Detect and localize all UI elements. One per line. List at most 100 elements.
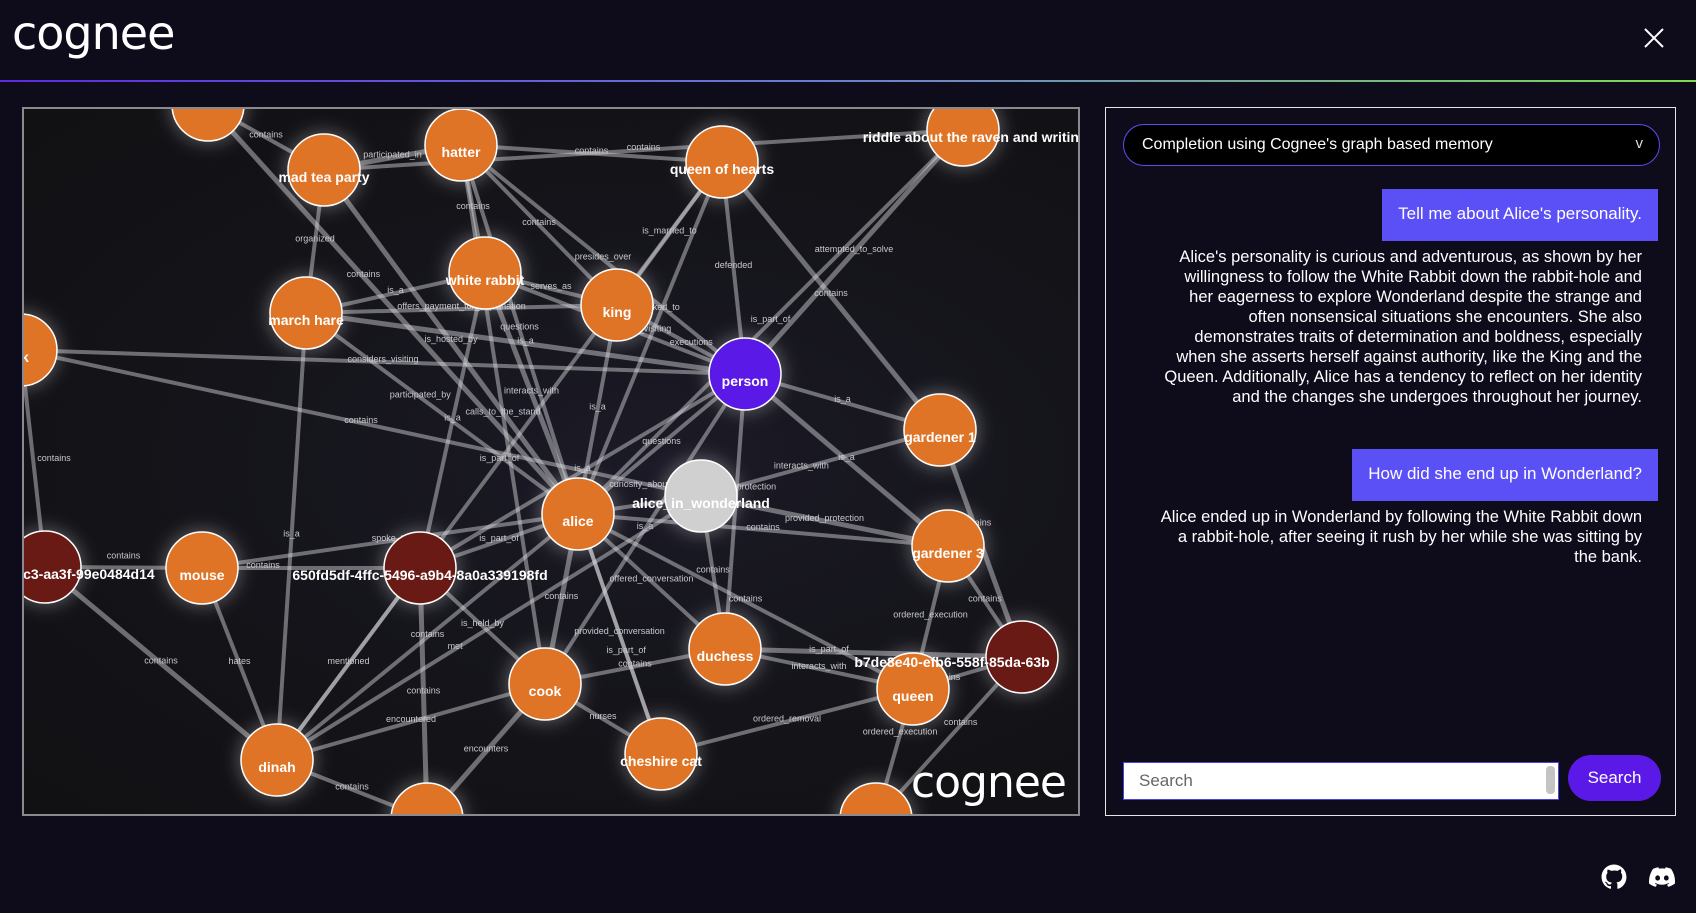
graph-node[interactable]: dinah xyxy=(237,720,317,800)
edge-label: ordered_removal xyxy=(753,714,821,724)
edge-label: questions xyxy=(500,322,539,332)
graph-node[interactable]: person xyxy=(705,334,785,414)
edge-label: contains xyxy=(968,594,1002,604)
graph-node[interactable]: queen xyxy=(873,649,953,729)
edge-label: mentioned xyxy=(327,656,369,666)
graph-canvas[interactable]: participated_in contains presides_overcall… xyxy=(24,109,1080,816)
edge-label: contains xyxy=(456,201,490,211)
input-scrollbar[interactable] xyxy=(1546,766,1555,794)
node-label: alice_in_wonderland xyxy=(632,495,770,511)
message-line: the bank. xyxy=(1574,548,1642,566)
edge-label: provided_protection xyxy=(785,513,864,523)
graph-edge xyxy=(660,687,914,756)
edge-label: participated_in xyxy=(363,150,422,160)
graph-node[interactable]: cheshire cat xyxy=(620,714,702,794)
graph-node[interactable]: white rabbit xyxy=(445,233,525,313)
graph-node[interactable]: gardener 1 xyxy=(900,390,980,470)
edge-label: contains xyxy=(37,453,71,463)
graph-node[interactable]: king xyxy=(577,265,657,345)
node-circle[interactable] xyxy=(508,647,582,721)
edge-label: is_hosted_by xyxy=(424,334,478,344)
edge-label: is_part_of xyxy=(479,533,519,543)
node-label: ck xyxy=(24,349,29,365)
node-circle[interactable] xyxy=(24,530,82,604)
node-circle[interactable] xyxy=(903,393,977,467)
node-circle[interactable] xyxy=(240,723,314,797)
graph-node[interactable]: hatter xyxy=(421,109,501,185)
graph-edge xyxy=(305,310,746,377)
search-button[interactable]: Search xyxy=(1568,755,1661,801)
node-label: cheshire cat xyxy=(620,753,702,769)
node-circle[interactable] xyxy=(390,782,464,816)
node-circle[interactable] xyxy=(926,109,1000,167)
github-icon[interactable] xyxy=(1601,864,1627,890)
node-circle[interactable] xyxy=(685,125,759,199)
edge-label: contains xyxy=(696,565,730,575)
node-circle[interactable] xyxy=(708,337,782,411)
graph-node[interactable] xyxy=(836,779,916,816)
graph-node[interactable]: ac3-aa3f-99e0484d14 xyxy=(24,527,155,607)
graph-edge xyxy=(201,512,579,570)
edge-label: ordered_execution xyxy=(893,610,968,620)
node-label: riddle about the raven and writing desk xyxy=(863,129,1080,145)
graph-node[interactable]: riddle about the raven and writing desk xyxy=(863,109,1080,170)
search-mode-select[interactable]: Completion using Cognee's graph based me… xyxy=(1123,124,1660,166)
graph-node[interactable]: b7de8e40-efb6-558f-85da-63b xyxy=(854,617,1062,697)
edge-label: contains xyxy=(729,594,763,604)
graph-edge xyxy=(418,272,487,569)
edge-label: encounters xyxy=(464,744,509,754)
node-circle[interactable] xyxy=(171,109,245,142)
graph-edge xyxy=(576,513,663,755)
node-circle[interactable] xyxy=(876,652,950,726)
graph-node[interactable]: alice_in_wonderland xyxy=(632,456,770,536)
node-circle[interactable] xyxy=(287,133,361,207)
node-circle[interactable] xyxy=(911,509,985,583)
node-label: gardener 3 xyxy=(912,545,984,561)
node-label: b7de8e40-efb6-558f-85da-63b xyxy=(854,654,1049,670)
node-circle[interactable] xyxy=(448,236,522,310)
node-circle[interactable] xyxy=(664,459,738,533)
node-circle[interactable] xyxy=(985,620,1059,694)
edge-label: offers_payment_for_explanation xyxy=(397,301,525,311)
graph-node[interactable]: duchess xyxy=(685,609,765,689)
graph-edge xyxy=(275,312,308,761)
graph-node[interactable] xyxy=(168,109,248,145)
user-message: Tell me about Alice's personality. xyxy=(1382,189,1658,241)
node-circle[interactable] xyxy=(688,612,762,686)
edge-label: contains xyxy=(407,686,441,696)
node-circle[interactable] xyxy=(165,531,239,605)
discord-icon[interactable] xyxy=(1649,864,1675,890)
graph-node[interactable]: cook xyxy=(505,644,585,724)
node-circle[interactable] xyxy=(624,717,698,791)
node-circle[interactable] xyxy=(839,782,913,816)
edge-label: interacts_with xyxy=(504,386,559,396)
message-line: a rabbit-hole, after seeing it rush by h… xyxy=(1177,528,1642,546)
graph-node[interactable]: march hare xyxy=(266,273,346,353)
user-message: How did she end up in Wonderland? xyxy=(1352,449,1658,501)
edge-label: presides_over xyxy=(575,252,632,262)
search-input[interactable] xyxy=(1123,762,1559,800)
node-circle[interactable] xyxy=(383,531,457,605)
graph-edge xyxy=(321,168,581,516)
node-circle[interactable] xyxy=(424,109,498,182)
graph-node[interactable]: queen of hearts xyxy=(670,122,774,202)
edge-label: questions xyxy=(642,436,681,446)
close-icon[interactable] xyxy=(1640,24,1668,52)
graph-node[interactable]: mad tea party xyxy=(278,130,370,210)
node-circle[interactable] xyxy=(580,268,654,342)
node-circle[interactable] xyxy=(269,276,343,350)
node-circle[interactable] xyxy=(541,477,615,551)
graph-node[interactable]: 650fd5df-4ffc-5496-a9b4-8a0a339198fd xyxy=(292,528,548,608)
knowledge-graph-view[interactable]: participated_in contains presides_over call… xyxy=(22,107,1080,816)
graph-node[interactable]: ck xyxy=(24,310,61,390)
graph-node[interactable]: mouse xyxy=(162,528,242,608)
graph-node[interactable]: alice xyxy=(538,474,618,554)
chevron-down-icon: v xyxy=(1635,135,1644,152)
message-line: her eagerness to explore Wonderland desp… xyxy=(1189,288,1642,306)
node-circle[interactable] xyxy=(24,313,58,387)
graph-node[interactable] xyxy=(387,779,467,816)
graph-node[interactable]: gardener 3 xyxy=(908,506,988,586)
edge-label: contains xyxy=(746,522,780,532)
edge-label: met xyxy=(448,641,464,651)
node-label: white rabbit xyxy=(445,272,525,288)
